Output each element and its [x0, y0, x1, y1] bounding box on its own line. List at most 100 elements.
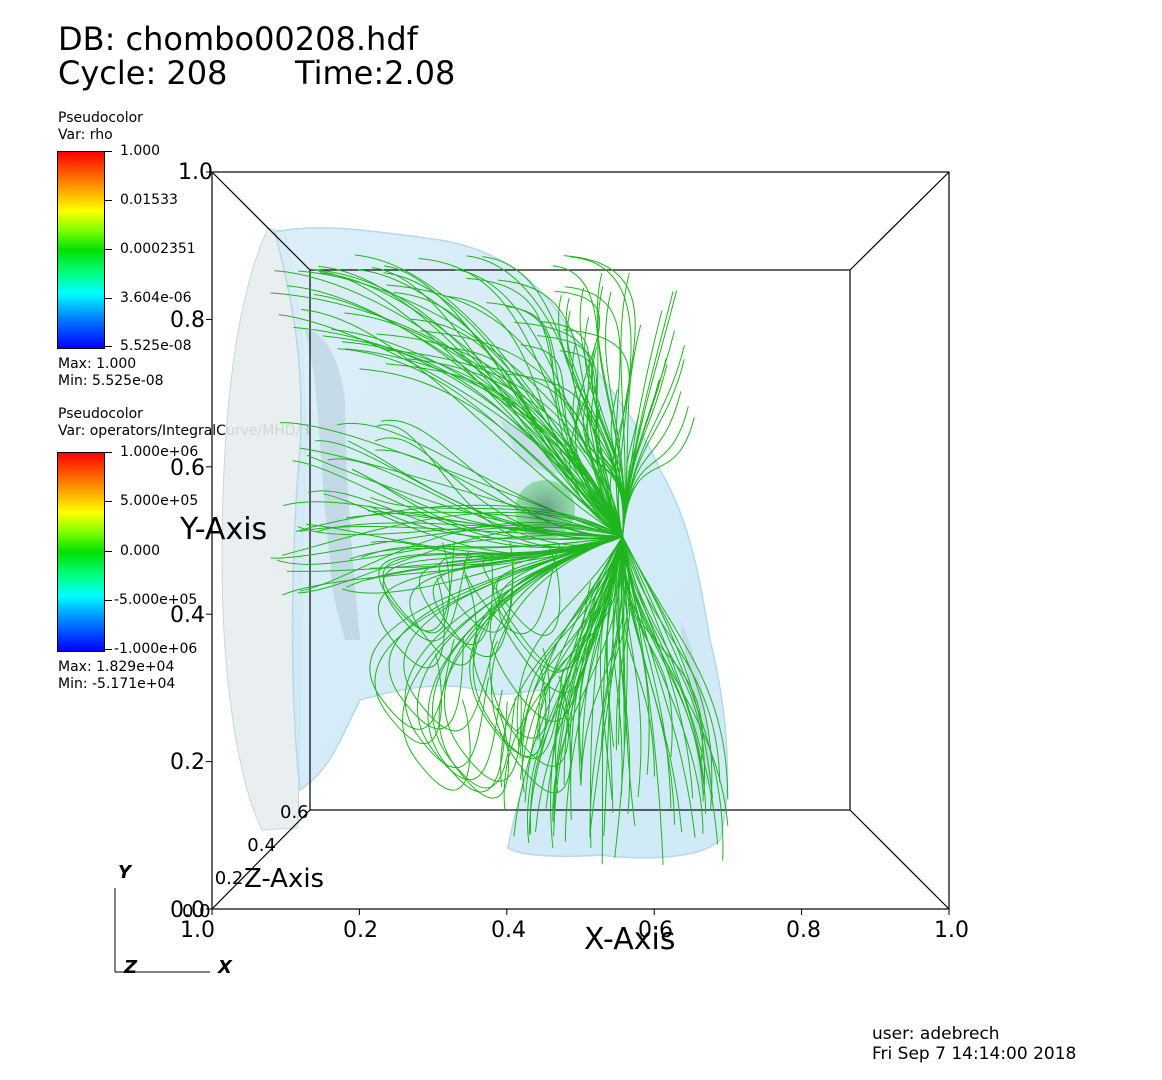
x-tick-label: 1.0 [180, 918, 215, 943]
streamline [565, 286, 623, 537]
triad-x-label: X [218, 957, 232, 978]
streamline [605, 291, 625, 537]
streamline [539, 536, 624, 747]
streamline [621, 536, 642, 798]
streamline [559, 350, 623, 537]
streamline [466, 255, 623, 537]
streamline [506, 373, 623, 537]
streamline [378, 536, 623, 632]
streamline [346, 511, 623, 537]
streamline [578, 536, 623, 786]
streamline [622, 536, 673, 758]
streamline [322, 335, 623, 537]
streamline [596, 272, 625, 537]
streamline [382, 536, 623, 642]
streamline [375, 449, 623, 538]
streamline [368, 505, 623, 540]
streamline [601, 536, 623, 865]
y-tick-label: 0.0 [170, 898, 205, 923]
streamline [306, 523, 623, 555]
streamline [622, 536, 664, 866]
streamline [336, 422, 623, 537]
streamline [622, 414, 645, 537]
streamline [351, 468, 623, 537]
streamline [590, 536, 624, 830]
streamline [580, 536, 623, 782]
streamline [622, 358, 667, 537]
streamline [292, 460, 623, 548]
streamline [443, 536, 623, 782]
streamline [327, 458, 623, 547]
streamline [622, 359, 685, 537]
streamline [337, 348, 623, 537]
streamline [342, 536, 623, 594]
streamline [376, 333, 623, 537]
legend-rho-title: Pseudocolor [58, 110, 143, 126]
streamline [469, 364, 623, 537]
streamline [622, 536, 705, 785]
streamline [377, 536, 623, 669]
streamline [298, 270, 623, 537]
streamline [553, 536, 623, 812]
streamline [438, 536, 623, 633]
streamline [553, 536, 623, 828]
streamline [278, 314, 623, 537]
streamline [537, 536, 623, 741]
streamline [286, 536, 623, 572]
legend-b-tick-mark [104, 501, 112, 502]
bounding-box [211, 171, 950, 910]
streamline [617, 536, 623, 745]
streamline [431, 536, 623, 789]
legend-rho-colorbar [57, 151, 105, 349]
streamline [306, 454, 623, 538]
streamline [622, 290, 678, 537]
legend-b-tick-mark [104, 551, 112, 552]
streamline [366, 536, 623, 581]
streamline [572, 385, 624, 537]
streamline [489, 536, 623, 767]
legend-rho-tick: 5.525e-08 [120, 338, 192, 354]
streamline [599, 536, 623, 800]
streamline [500, 536, 623, 787]
streamline [293, 326, 623, 537]
streamline [345, 348, 623, 537]
x-tick-label: 0.8 [786, 918, 821, 943]
footer-user: user: adebrech [872, 1024, 1000, 1044]
streamline [310, 268, 623, 537]
streamline [569, 536, 623, 772]
streamline [545, 536, 623, 809]
streamline [482, 256, 623, 537]
streamline [615, 536, 631, 814]
x-axis-title: X-Axis [584, 922, 676, 957]
legend-rho-tick: 0.01533 [120, 192, 178, 208]
x-tick-label: 0.2 [343, 918, 378, 943]
streamline [622, 291, 674, 537]
streamline [347, 440, 623, 537]
streamline [519, 536, 623, 759]
streamline [622, 536, 719, 845]
streamline [371, 267, 623, 537]
streamline [408, 358, 623, 537]
legend-b-max: Max: 1.829e+04 [58, 659, 175, 675]
streamline [622, 406, 689, 537]
streamline [359, 368, 623, 537]
streamline [307, 490, 623, 549]
legend-rho-tick: 1.000 [120, 143, 161, 159]
time-label: Time:2.08 [295, 54, 456, 92]
z-tick-label: 0.2 [215, 868, 244, 889]
legend-b-var: Var: operators/IntegralCurve/MHD/B [58, 423, 310, 439]
streamline [315, 522, 623, 537]
streamline [374, 437, 623, 539]
triad-z-label: Z [124, 957, 138, 978]
streamline [579, 287, 624, 537]
legend-b-tick: 0.000 [120, 543, 161, 559]
streamline [371, 536, 623, 559]
streamline [622, 364, 668, 537]
streamline [614, 536, 628, 858]
streamline [554, 290, 623, 537]
streamline [520, 344, 623, 537]
streamline [513, 536, 623, 837]
legend-b-min: Min: -5.171e+04 [58, 676, 176, 692]
streamline [578, 536, 623, 770]
streamline [622, 417, 695, 537]
